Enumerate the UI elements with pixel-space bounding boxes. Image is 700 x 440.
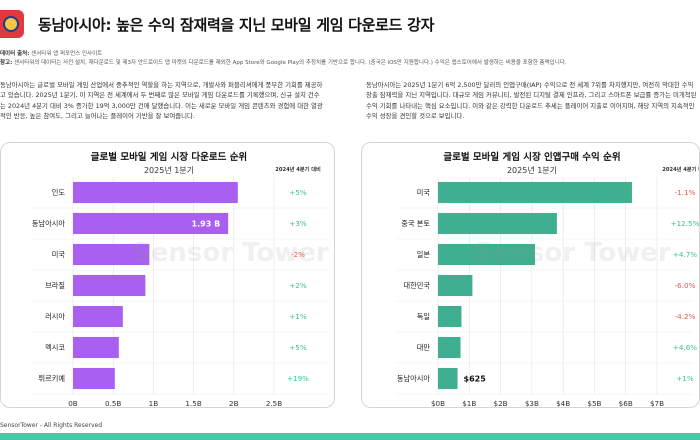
highlight-label: 1.93 B [192,220,221,229]
category-label: 미국 [52,250,66,259]
change-label: +1% [289,312,307,321]
x-tick-label: 2.5B [266,399,282,408]
source-label: 데이터 출처: [0,51,30,57]
change-label: +2% [289,281,307,290]
revenue-chart-card: 글로벌 모바일 게임 시장 인앱구매 수익 순위 2025년 1분기 2024년 4… [361,142,700,408]
change-label: -2% [291,250,305,259]
chart-title: 글로벌 모바일 게임 시장 인앱구매 수익 순위 [443,151,620,163]
category-label: 브라질 [45,281,65,290]
change-label: -4.2% [675,312,696,321]
bar [73,367,115,390]
x-tick-label: 1.5B [185,399,201,408]
source-text: 센서타워 앱 퍼포먼스 인사이트 [31,51,103,57]
change-label: +4.6% [673,343,697,352]
chart-subtitle: 2025년 1분기 [144,165,194,175]
category-label: 독일 [417,312,430,321]
bar [73,181,238,204]
bar [438,243,535,266]
bar [438,336,461,359]
x-tick-label: 1B [149,399,159,408]
x-tick-label: $6B [619,399,633,408]
chart-subtitle: 2025년 1분기 [507,165,557,175]
bar [438,367,458,390]
change-label: +5% [289,188,307,197]
x-tick-label: $7B [650,399,664,408]
header: 동남아시아: 높은 수익 잠재력을 지닌 모바일 게임 다운로드 강자 [0,0,700,46]
category-label: 대한민국 [404,281,431,290]
revenue-chart: 글로벌 모바일 게임 시장 인앱구매 수익 순위 2025년 1분기 2024년 4… [396,151,700,408]
x-tick-label: $3B [525,399,539,408]
bar [438,212,557,235]
notes: 데이터 출처: 센서타워 앱 퍼포먼스 인사이트 참고: 센서타워의 데이터는 … [0,50,640,68]
note-text: 센서타워의 데이터는 사전 설치, 재다운로드 및 제3자 안드로이드 앱 마켓… [14,60,567,66]
category-label: 멕시코 [45,343,65,352]
category-label: 인도 [52,188,66,197]
asean-flag-icon [0,10,24,38]
paragraph-right: 동남아시아는 2025년 1분기 6억 2,500만 달러의 인앱구매(IAP)… [366,81,697,121]
bar [73,212,229,235]
x-tick-label: $2B [494,399,508,408]
change-label: +1% [676,374,694,383]
change-label: +4.7% [673,250,697,259]
x-tick-label: 2B [229,399,239,408]
x-tick-label: $0B [431,399,445,408]
category-label: 동남아시아 [397,374,430,383]
change-label: +12.5% [671,219,700,228]
bar [73,243,150,266]
bar [438,274,473,297]
category-label: 중국 본토 [401,219,430,228]
category-label: 튀르키예 [39,374,65,383]
footer-bar [0,433,700,440]
downloads-chart-card: 글로벌 모바일 게임 시장 다운로드 순위 2025년 1분기 2024년 4분기 … [0,142,335,408]
x-tick-label: $5B [587,399,601,408]
paragraph-left: 동남아시아는 글로벌 모바일 게임 산업에서 중추적인 역할을 하는 지역으로,… [0,81,323,121]
change-header: 2024년 4분기 대비 [275,165,321,173]
category-label: 일본 [417,250,431,259]
category-label: 대만 [417,343,431,352]
change-label: -1.1% [675,188,696,197]
change-label: +5% [289,343,307,352]
category-label: 미국 [417,188,431,197]
highlight-label: $625 [464,375,487,384]
footer-text: SensorTower - All Rights Reserved [0,422,103,429]
bar [73,336,119,359]
change-label: +19% [287,374,309,383]
chart-title: 글로벌 모바일 게임 시장 다운로드 순위 [91,151,247,163]
note-label: 참고: [0,60,13,66]
bar [73,305,123,328]
page-title: 동남아시아: 높은 수익 잠재력을 지닌 모바일 게임 다운로드 강자 [38,16,435,34]
x-tick-label: 0.5B [105,399,121,408]
downloads-chart: 글로벌 모바일 게임 시장 다운로드 순위 2025년 1분기 2024년 4분기 … [31,151,328,408]
change-label: +3% [289,219,307,228]
category-label: 러시아 [45,312,65,321]
change-label: -6.0% [675,281,696,290]
bar [438,305,462,328]
change-header: 2024년 4분기 대비 [662,165,700,173]
x-tick-label: $4B [556,399,570,408]
bar [438,181,632,204]
bar [73,274,146,297]
x-tick-label: $1B [462,399,476,408]
x-tick-label: 0B [68,399,78,408]
category-label: 동남아시아 [32,219,65,228]
